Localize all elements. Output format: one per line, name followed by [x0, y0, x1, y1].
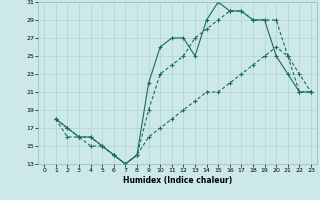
X-axis label: Humidex (Indice chaleur): Humidex (Indice chaleur) [123, 176, 232, 185]
